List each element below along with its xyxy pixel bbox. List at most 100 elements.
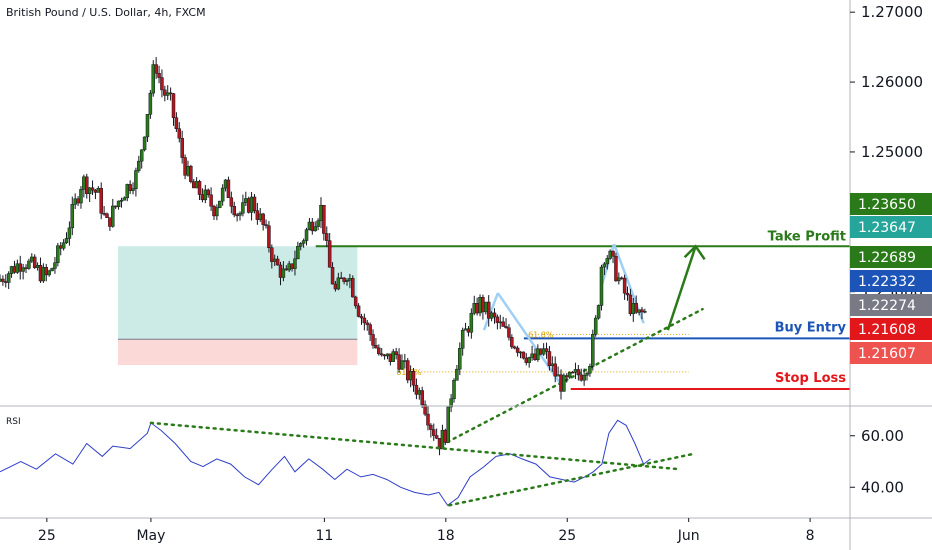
candle-body [547,351,552,367]
candle-body [527,357,531,363]
buy-entry-label: Buy Entry [775,320,847,335]
risk-zone [117,339,358,366]
candle-body [460,329,465,349]
candle-body [319,204,323,222]
candle-body [32,256,37,268]
candle-body [521,351,526,359]
candle-body [165,92,170,96]
candle-body [134,170,138,189]
candle-body [131,188,135,191]
candle-body [567,371,572,378]
candle-body [50,268,54,272]
stop-loss-badge: 1.21608 [850,318,932,340]
badge-background [850,216,932,238]
candle-body [53,262,57,269]
candle-body [142,136,147,151]
candle-body [429,424,433,430]
candle-body [255,210,260,220]
candle-body [530,353,534,358]
candle-body [41,267,46,282]
candle-body [111,205,115,227]
candle-body [203,189,208,201]
candle-body [139,149,144,162]
candle-body [244,198,248,203]
buy-entry-badge: 1.22332 [850,270,932,292]
candle-body [385,353,390,357]
candle-body [342,277,346,282]
candle-body [261,213,265,225]
candle-body [246,198,251,213]
candle-body [333,283,338,290]
candle-body [310,221,315,232]
candle-body [189,165,193,182]
candle-body [148,92,153,115]
candle-body [605,258,610,265]
candle-body [443,429,448,443]
candle-body [351,278,355,298]
candle-body [96,188,101,193]
profit-zone [117,246,358,340]
candle-body [128,184,132,191]
candle-body [154,64,158,74]
candle-body [368,324,372,335]
x-tick-label: May [136,528,165,544]
candle-body [180,137,184,158]
candle-body [591,334,595,367]
candle-body [290,263,294,269]
candle-body [223,179,228,189]
badge-background [850,294,932,316]
candle-body [76,198,80,204]
candle-body [452,380,456,400]
candle-body [194,181,199,189]
candle-body [284,268,289,271]
candle-body [281,268,286,278]
candle-body [304,229,309,241]
candle-body [87,187,92,194]
candle-body [249,196,254,213]
candle-body [371,334,375,346]
candle-body [553,363,557,377]
badge-background [850,193,932,215]
candle-body [611,250,615,257]
candle-body [197,181,202,195]
candle-body [362,317,367,324]
rsi-y-tick-label: 40.00 [861,478,904,496]
candle-body [186,165,190,176]
candle-body [501,321,505,327]
candle-body [403,360,407,362]
x-tick-label: 25 [558,528,576,544]
candle-body [414,384,419,395]
candle-body [226,179,231,198]
candle-body [602,263,607,268]
candle-body [400,360,404,370]
candle-body [559,374,563,392]
candle-body [420,390,424,406]
candle-body [617,277,621,282]
candle-body [215,207,219,217]
candle-body [391,351,396,362]
candle-body [426,413,430,426]
candle-body [116,200,121,207]
candle-body [298,243,303,247]
candle-body [582,375,586,381]
y-tick-label: 1.25000 [861,143,923,161]
chart-title: British Pound / U.S. Dollar, 4h, FXCM [6,6,206,19]
candle-body [82,176,86,190]
candle-body [56,245,60,264]
candle-body [576,369,581,376]
candle-body [174,117,179,129]
candle-body [267,225,271,248]
projection-arrow [666,245,697,331]
candle-body [573,369,578,373]
candle-body [359,316,364,319]
x-tick-label: 18 [437,528,455,544]
candle-body [30,256,34,262]
x-tick-label: Jun [677,528,700,544]
candle-body [163,89,167,96]
candle-body [356,305,361,317]
candle-body [113,205,118,208]
support-trendline [446,307,704,444]
candle-body [599,266,604,306]
candle-body [330,267,335,285]
candle-body [643,311,647,313]
